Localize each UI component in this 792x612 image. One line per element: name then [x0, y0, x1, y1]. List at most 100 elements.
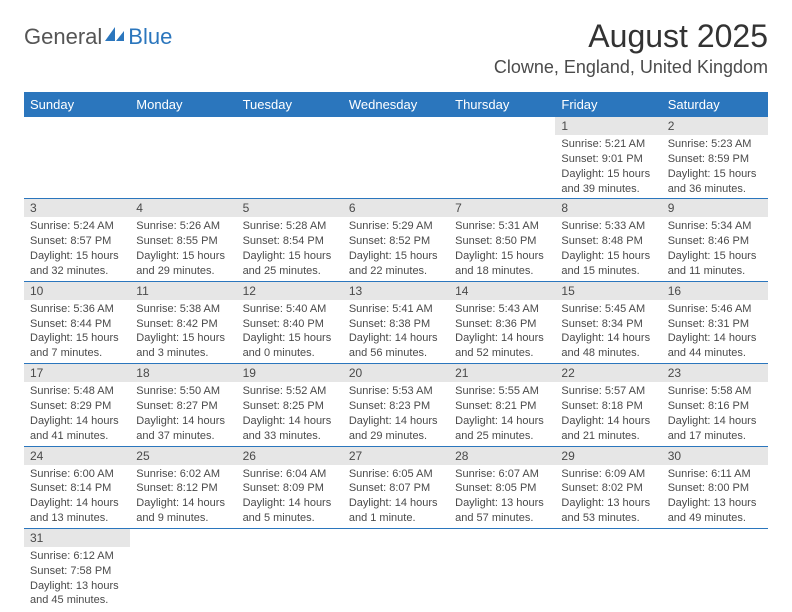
calendar-cell: 27Sunrise: 6:05 AMSunset: 8:07 PMDayligh…	[343, 446, 449, 528]
calendar-cell	[662, 528, 768, 610]
day-number: 27	[343, 447, 449, 465]
calendar-cell: 24Sunrise: 6:00 AMSunset: 8:14 PMDayligh…	[24, 446, 130, 528]
day-number: 13	[343, 282, 449, 300]
calendar-cell	[130, 528, 236, 610]
day-number: 22	[555, 364, 661, 382]
dayname-header: Saturday	[662, 92, 768, 117]
logo-text-blue: Blue	[128, 24, 172, 50]
day-info: Sunrise: 5:55 AMSunset: 8:21 PMDaylight:…	[449, 382, 555, 445]
logo-text-general: General	[24, 24, 102, 50]
day-number: 8	[555, 199, 661, 217]
daylight-text: Daylight: 15 hours and 15 minutes.	[561, 249, 655, 279]
sunset-text: Sunset: 8:05 PM	[455, 481, 549, 496]
calendar-week: 10Sunrise: 5:36 AMSunset: 8:44 PMDayligh…	[24, 281, 768, 363]
calendar-cell: 23Sunrise: 5:58 AMSunset: 8:16 PMDayligh…	[662, 364, 768, 446]
daylight-text: Daylight: 14 hours and 1 minute.	[349, 496, 443, 526]
sunrise-text: Sunrise: 5:31 AM	[455, 219, 549, 234]
calendar-body: 1Sunrise: 5:21 AMSunset: 9:01 PMDaylight…	[24, 117, 768, 610]
calendar-cell: 29Sunrise: 6:09 AMSunset: 8:02 PMDayligh…	[555, 446, 661, 528]
sunset-text: Sunset: 8:00 PM	[668, 481, 762, 496]
day-number: 23	[662, 364, 768, 382]
day-info: Sunrise: 6:02 AMSunset: 8:12 PMDaylight:…	[130, 465, 236, 528]
day-number: 14	[449, 282, 555, 300]
sunrise-text: Sunrise: 5:26 AM	[136, 219, 230, 234]
sunrise-text: Sunrise: 6:07 AM	[455, 467, 549, 482]
sunset-text: Sunset: 8:50 PM	[455, 234, 549, 249]
day-number: 4	[130, 199, 236, 217]
sunset-text: Sunset: 8:23 PM	[349, 399, 443, 414]
dayname-header: Monday	[130, 92, 236, 117]
calendar-cell: 22Sunrise: 5:57 AMSunset: 8:18 PMDayligh…	[555, 364, 661, 446]
calendar-cell: 21Sunrise: 5:55 AMSunset: 8:21 PMDayligh…	[449, 364, 555, 446]
calendar-cell: 28Sunrise: 6:07 AMSunset: 8:05 PMDayligh…	[449, 446, 555, 528]
day-info: Sunrise: 5:33 AMSunset: 8:48 PMDaylight:…	[555, 217, 661, 280]
calendar-cell	[237, 117, 343, 199]
sunrise-text: Sunrise: 5:53 AM	[349, 384, 443, 399]
calendar-cell: 10Sunrise: 5:36 AMSunset: 8:44 PMDayligh…	[24, 281, 130, 363]
day-info: Sunrise: 5:50 AMSunset: 8:27 PMDaylight:…	[130, 382, 236, 445]
sunset-text: Sunset: 8:59 PM	[668, 152, 762, 167]
sunrise-text: Sunrise: 5:45 AM	[561, 302, 655, 317]
sunrise-text: Sunrise: 5:46 AM	[668, 302, 762, 317]
sunset-text: Sunset: 8:21 PM	[455, 399, 549, 414]
calendar-week: 17Sunrise: 5:48 AMSunset: 8:29 PMDayligh…	[24, 364, 768, 446]
day-info: Sunrise: 5:43 AMSunset: 8:36 PMDaylight:…	[449, 300, 555, 363]
sunset-text: Sunset: 8:02 PM	[561, 481, 655, 496]
day-number: 9	[662, 199, 768, 217]
daylight-text: Daylight: 14 hours and 52 minutes.	[455, 331, 549, 361]
header-right: August 2025 Clowne, England, United King…	[494, 18, 768, 78]
daylight-text: Daylight: 13 hours and 49 minutes.	[668, 496, 762, 526]
daylight-text: Daylight: 14 hours and 33 minutes.	[243, 414, 337, 444]
day-number: 30	[662, 447, 768, 465]
day-info: Sunrise: 6:00 AMSunset: 8:14 PMDaylight:…	[24, 465, 130, 528]
day-number: 1	[555, 117, 661, 135]
sunset-text: Sunset: 8:48 PM	[561, 234, 655, 249]
day-info: Sunrise: 5:29 AMSunset: 8:52 PMDaylight:…	[343, 217, 449, 280]
day-number: 20	[343, 364, 449, 382]
sunset-text: Sunset: 8:14 PM	[30, 481, 124, 496]
day-info: Sunrise: 5:36 AMSunset: 8:44 PMDaylight:…	[24, 300, 130, 363]
calendar-head: SundayMondayTuesdayWednesdayThursdayFrid…	[24, 92, 768, 117]
dayname-header: Tuesday	[237, 92, 343, 117]
sunrise-text: Sunrise: 5:34 AM	[668, 219, 762, 234]
daylight-text: Daylight: 14 hours and 48 minutes.	[561, 331, 655, 361]
day-info: Sunrise: 5:21 AMSunset: 9:01 PMDaylight:…	[555, 135, 661, 198]
day-number: 26	[237, 447, 343, 465]
day-number: 3	[24, 199, 130, 217]
sunrise-text: Sunrise: 6:00 AM	[30, 467, 124, 482]
calendar-cell: 12Sunrise: 5:40 AMSunset: 8:40 PMDayligh…	[237, 281, 343, 363]
day-number: 2	[662, 117, 768, 135]
day-number: 28	[449, 447, 555, 465]
day-info: Sunrise: 5:34 AMSunset: 8:46 PMDaylight:…	[662, 217, 768, 280]
calendar-cell: 20Sunrise: 5:53 AMSunset: 8:23 PMDayligh…	[343, 364, 449, 446]
calendar-cell	[343, 528, 449, 610]
day-number: 16	[662, 282, 768, 300]
calendar-cell: 6Sunrise: 5:29 AMSunset: 8:52 PMDaylight…	[343, 199, 449, 281]
dayname-header: Wednesday	[343, 92, 449, 117]
day-info: Sunrise: 5:52 AMSunset: 8:25 PMDaylight:…	[237, 382, 343, 445]
daylight-text: Daylight: 14 hours and 9 minutes.	[136, 496, 230, 526]
day-info: Sunrise: 5:46 AMSunset: 8:31 PMDaylight:…	[662, 300, 768, 363]
sunrise-text: Sunrise: 5:58 AM	[668, 384, 762, 399]
calendar-week: 31Sunrise: 6:12 AMSunset: 7:58 PMDayligh…	[24, 528, 768, 610]
sunrise-text: Sunrise: 5:41 AM	[349, 302, 443, 317]
calendar-cell: 8Sunrise: 5:33 AMSunset: 8:48 PMDaylight…	[555, 199, 661, 281]
sunrise-text: Sunrise: 5:28 AM	[243, 219, 337, 234]
sunrise-text: Sunrise: 5:29 AM	[349, 219, 443, 234]
sunrise-text: Sunrise: 5:21 AM	[561, 137, 655, 152]
sunset-text: Sunset: 8:25 PM	[243, 399, 337, 414]
day-info: Sunrise: 5:31 AMSunset: 8:50 PMDaylight:…	[449, 217, 555, 280]
sunrise-text: Sunrise: 5:23 AM	[668, 137, 762, 152]
calendar-week: 24Sunrise: 6:00 AMSunset: 8:14 PMDayligh…	[24, 446, 768, 528]
day-info: Sunrise: 5:53 AMSunset: 8:23 PMDaylight:…	[343, 382, 449, 445]
calendar-cell	[24, 117, 130, 199]
day-number: 18	[130, 364, 236, 382]
sail-icon	[104, 26, 126, 49]
daylight-text: Daylight: 14 hours and 13 minutes.	[30, 496, 124, 526]
sunrise-text: Sunrise: 6:11 AM	[668, 467, 762, 482]
day-number: 10	[24, 282, 130, 300]
daylight-text: Daylight: 14 hours and 56 minutes.	[349, 331, 443, 361]
day-info: Sunrise: 5:48 AMSunset: 8:29 PMDaylight:…	[24, 382, 130, 445]
day-info: Sunrise: 5:26 AMSunset: 8:55 PMDaylight:…	[130, 217, 236, 280]
page-header: General Blue August 2025 Clowne, England…	[24, 18, 768, 78]
